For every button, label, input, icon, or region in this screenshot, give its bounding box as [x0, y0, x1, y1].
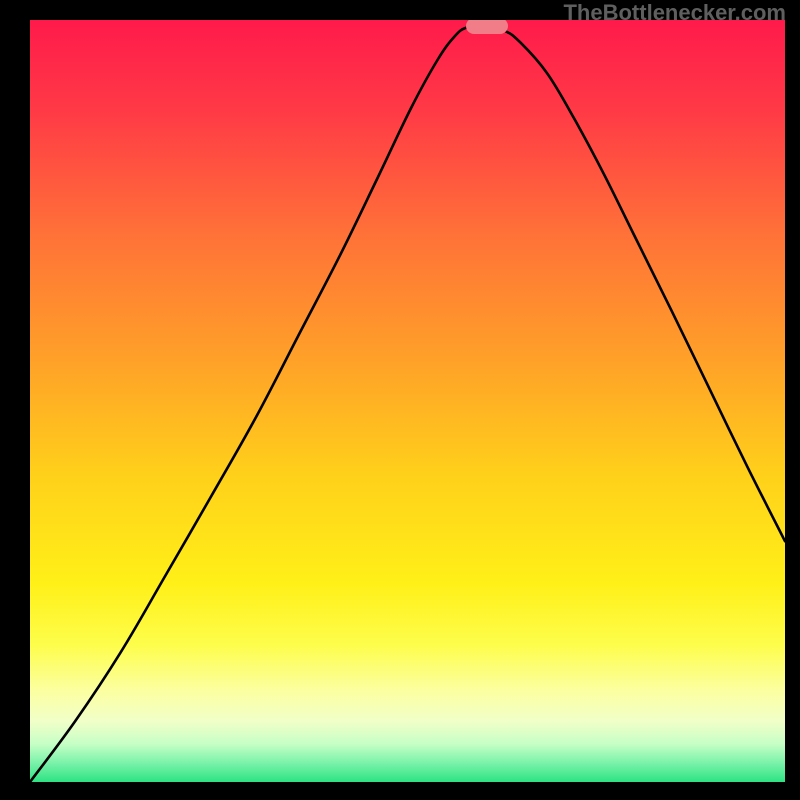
watermark-text: TheBottlenecker.com	[563, 0, 786, 26]
gradient-background	[30, 20, 785, 782]
border-right	[785, 0, 800, 800]
optimal-marker	[466, 20, 508, 34]
border-left	[0, 0, 30, 800]
chart-container: TheBottlenecker.com	[0, 0, 800, 800]
plot-area	[30, 20, 785, 782]
border-bottom	[0, 782, 800, 800]
